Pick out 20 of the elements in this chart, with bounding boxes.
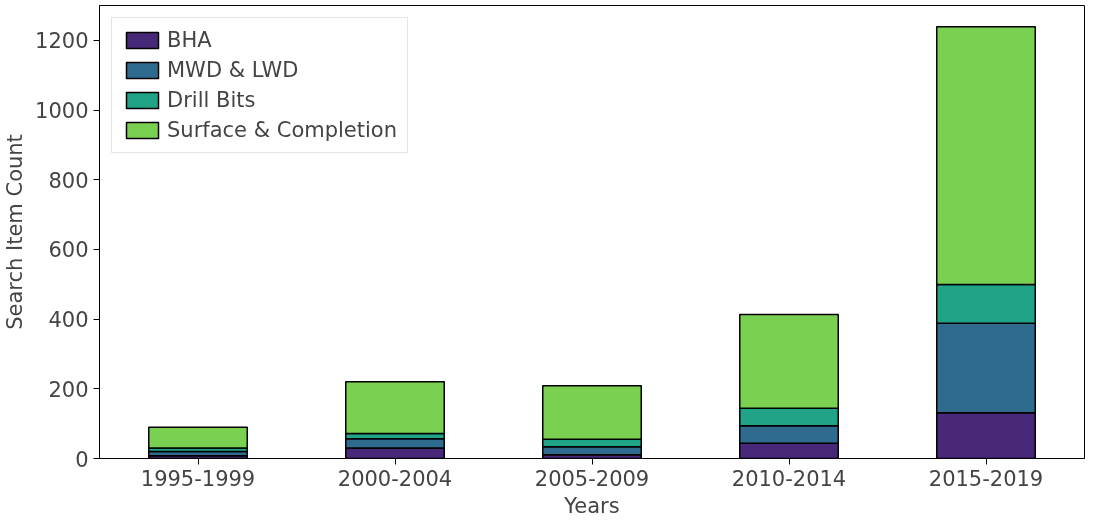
x-tick-label: 2010-2014 [731, 466, 847, 491]
x-tick-label: 2015-2019 [928, 466, 1044, 491]
legend-label: BHA [167, 28, 212, 52]
legend-label: MWD & LWD [167, 58, 299, 82]
legend-label: Drill Bits [167, 88, 256, 112]
x-tick-label: 2000-2004 [337, 466, 453, 491]
x-tick-label: 2005-2009 [534, 466, 650, 491]
y-axis-title: Search Item Count [3, 134, 28, 330]
x-tick-label: 1995-1999 [140, 466, 256, 491]
legend-label: Surface & Completion [167, 118, 398, 142]
y-tick-label: 800 [48, 168, 89, 193]
y-tick-label: 400 [48, 308, 89, 333]
y-tick-label: 600 [48, 238, 89, 263]
y-tick-label: 200 [48, 377, 89, 402]
bar [345, 381, 445, 435]
y-tick-label: 1200 [35, 29, 89, 54]
bar [148, 426, 248, 449]
x-axis-title: Years [563, 493, 620, 518]
y-tick-label: 1000 [35, 99, 89, 124]
y-tick-label: 0 [75, 447, 89, 472]
